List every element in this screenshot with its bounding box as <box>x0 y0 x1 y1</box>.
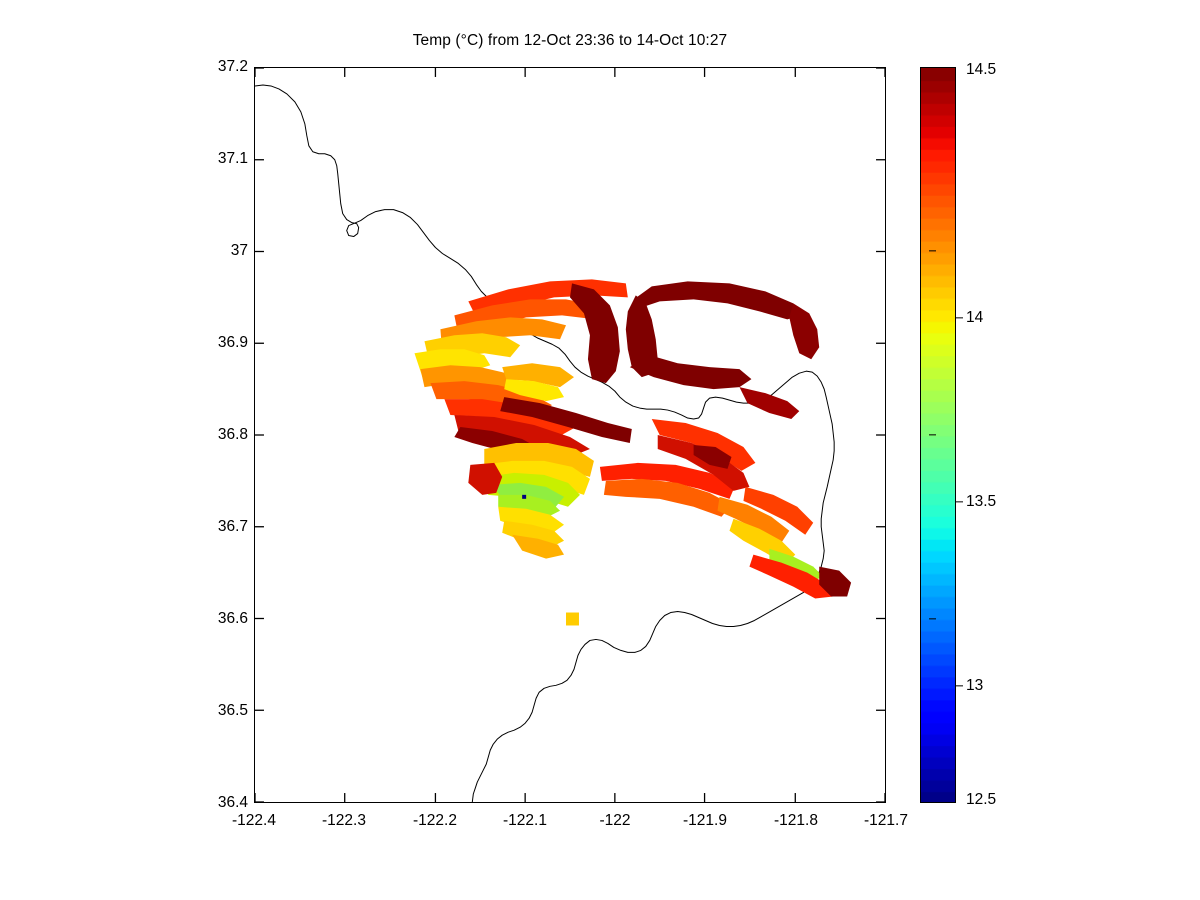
track-segment-east <box>599 419 852 599</box>
track-segment-northeast <box>625 281 820 420</box>
xtick-label: -122 <box>599 812 631 829</box>
ytick-label: 36.9 <box>217 334 248 351</box>
colorbar-tick-label: 13 <box>966 677 984 694</box>
xtick-label: -121.8 <box>774 812 818 829</box>
ytick-label: 37.1 <box>217 150 248 167</box>
axis-tick-marks <box>255 68 885 802</box>
colorbar-tick-mark <box>956 685 963 687</box>
ytick-label: 36.4 <box>217 794 248 811</box>
colorbar-tick-label: 14.5 <box>966 61 997 78</box>
map-plot-area[interactable] <box>254 67 886 803</box>
track-segment-southwest-cool <box>468 442 594 559</box>
colorbar-tick-label: 14 <box>966 309 984 326</box>
xtick-label: -121.9 <box>683 812 727 829</box>
xtick-label: -122.2 <box>413 812 457 829</box>
colorbar-gradient <box>921 68 955 802</box>
page-title: Temp (°C) from 12-Oct 23:36 to 14-Oct 10… <box>412 32 728 49</box>
colorbar-tick-mark <box>956 317 963 319</box>
colorbar-tick-mark <box>956 501 963 503</box>
ytick-label: 36.8 <box>217 426 248 443</box>
isolated-mooring-marker <box>566 612 579 626</box>
colorbar[interactable] <box>920 67 956 803</box>
xtick-label: -121.7 <box>864 812 908 829</box>
x-axis-tick-labels: -122.4 -122.3 -122.2 -122.1 -122 -121.9 … <box>232 812 908 838</box>
map-svg <box>255 68 885 802</box>
colorbar-tick-labels: 14.5 14 13.5 13 12.5 <box>956 61 1036 808</box>
colorbar-tick-label: 13.5 <box>966 493 997 510</box>
ytick-label: 37 <box>230 242 248 259</box>
colorbar-tick-label: 12.5 <box>966 791 997 808</box>
xtick-label: -122.3 <box>322 812 366 829</box>
station-dot-southwest <box>522 494 527 499</box>
coastline-path <box>255 84 835 802</box>
xtick-label: -122.4 <box>232 812 276 829</box>
ytick-label: 36.5 <box>217 702 248 719</box>
ytick-label: 37.2 <box>217 58 248 75</box>
ytick-label: 36.6 <box>217 610 248 627</box>
track-segment-northwest <box>414 279 628 457</box>
ytick-label: 36.7 <box>217 518 248 535</box>
xtick-label: -122.1 <box>503 812 547 829</box>
y-axis-tick-labels: 36.4 36.5 36.6 36.7 36.8 36.9 37 37.1 37… <box>190 58 248 811</box>
